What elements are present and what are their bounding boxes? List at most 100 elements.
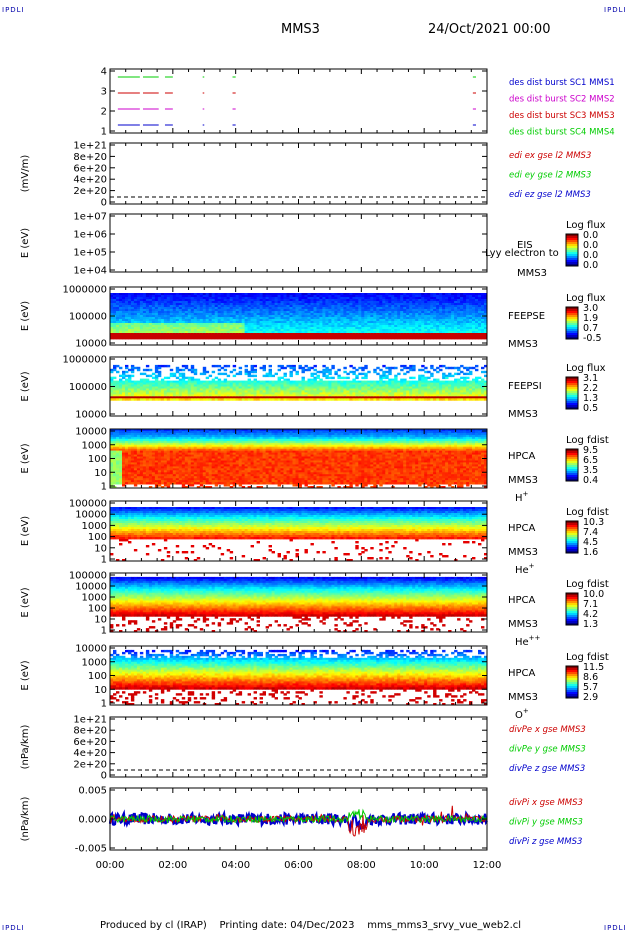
heatmap-cell [331, 303, 335, 306]
heatmap-cell [367, 321, 371, 324]
heatmap-cell [154, 329, 159, 332]
heatmap-cell [145, 319, 150, 322]
heatmap-cell [439, 293, 443, 296]
heatmap-cell [313, 295, 317, 298]
heatmap-cell [457, 303, 461, 306]
heatmap-cell [244, 337, 248, 340]
heatmap-cell [205, 329, 210, 332]
heatmap-cell [370, 309, 374, 312]
heatmap-cell [256, 295, 260, 298]
heatmap-cell [259, 331, 263, 334]
heatmap-cell [352, 297, 356, 300]
heatmap-cell [445, 319, 449, 322]
heatmap-cell [433, 295, 437, 298]
heatmap-cell [454, 305, 458, 308]
heatmap-cell [166, 307, 171, 310]
heatmap-cell [421, 329, 425, 332]
heatmap-cell [286, 325, 290, 328]
heatmap-cell [307, 297, 311, 300]
heatmap-cell [214, 325, 219, 328]
heatmap-cell [463, 329, 467, 332]
heatmap-cell [316, 311, 320, 314]
heatmap-cell [475, 307, 479, 310]
heatmap-cell [454, 293, 458, 296]
heatmap-cell [280, 333, 284, 336]
heatmap-cell [280, 323, 284, 326]
heatmap-cell [352, 325, 356, 328]
heatmap-cell [214, 319, 219, 322]
heatmap-cell [220, 293, 225, 296]
heatmap-cell [274, 329, 278, 332]
heatmap-cell [397, 305, 401, 308]
heatmap-cell [391, 307, 395, 310]
heatmap-cell [451, 374, 455, 378]
heatmap-cell [166, 303, 171, 306]
heatmap-cell [295, 307, 299, 310]
heatmap-cell [166, 327, 171, 330]
heatmap-cell [223, 309, 228, 312]
heatmap-cell [163, 331, 168, 334]
heatmap-cell [433, 327, 437, 330]
heatmap-cell [232, 305, 237, 308]
heatmap-cell [292, 315, 296, 318]
heatmap-cell [364, 319, 368, 322]
heatmap-cell [280, 301, 284, 304]
heatmap-cell [178, 368, 183, 372]
heatmap-cell [265, 327, 269, 330]
heatmap-cell [298, 315, 302, 318]
heatmap-cell [217, 299, 222, 302]
heatmap-cell [388, 299, 392, 302]
heatmap-cell [283, 295, 287, 298]
heatmap-cell [283, 313, 287, 316]
heatmap-cell [244, 309, 248, 312]
heatmap-cell [388, 303, 392, 306]
heatmap-cell [280, 317, 284, 320]
heatmap-cell [148, 307, 153, 310]
heatmap-cell [148, 325, 153, 328]
heatmap-cell [463, 303, 467, 306]
heatmap-cell [301, 337, 305, 340]
heatmap-cell [424, 307, 428, 310]
heatmap-cell [460, 335, 464, 338]
heatmap-cell [328, 311, 332, 314]
heatmap-cell [181, 301, 186, 304]
heatmap-cell [451, 321, 455, 324]
heatmap-cell [289, 325, 293, 328]
heatmap-cell [478, 315, 482, 318]
heatmap-cell [331, 309, 335, 312]
heatmap-cell [304, 329, 308, 332]
heatmap-cell [169, 305, 174, 308]
heatmap-cell [367, 301, 371, 304]
heatmap-cell [412, 368, 416, 372]
heatmap-cell [217, 307, 222, 310]
heatmap-cell [148, 303, 153, 306]
heatmap-cell [223, 311, 228, 314]
heatmap-cell [343, 325, 347, 328]
heatmap-cell [145, 317, 150, 320]
heatmap-cell [361, 321, 365, 324]
heatmap-cell [412, 301, 416, 304]
heatmap-cell [340, 398, 344, 401]
heatmap-cell [253, 335, 257, 338]
heatmap-cell [319, 327, 323, 330]
heatmap-cell [352, 331, 356, 334]
heatmap-cell [133, 297, 138, 300]
heatmap-cell [142, 297, 147, 300]
heatmap-cell [142, 333, 147, 336]
heatmap-cell [142, 311, 147, 314]
heatmap-cell [403, 331, 407, 334]
heatmap-cell [475, 299, 479, 302]
heatmap-cell [388, 317, 392, 320]
heatmap-cell [463, 331, 467, 334]
heatmap-cell [184, 331, 189, 334]
heatmap-cell [460, 319, 464, 322]
heatmap-cell [352, 335, 356, 338]
heatmap-cell [436, 293, 440, 296]
heatmap-cell [181, 317, 186, 320]
heatmap-cell [442, 323, 446, 326]
heatmap-cell [439, 335, 443, 338]
heatmap-cell [244, 305, 248, 308]
heatmap-cell [325, 307, 329, 310]
heatmap-cell [343, 333, 347, 336]
heatmap-cell [116, 301, 120, 304]
